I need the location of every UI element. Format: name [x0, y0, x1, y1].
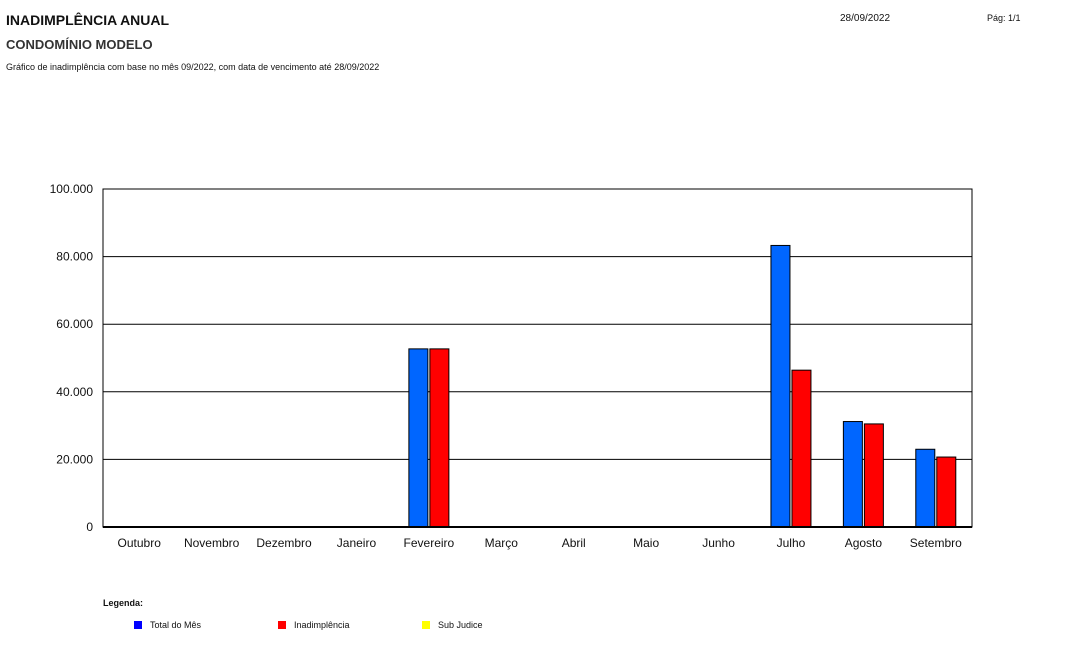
bar-inadimplencia: [936, 456, 957, 528]
bar-inadimplencia: [429, 348, 450, 528]
legend-label-total: Total do Mês: [150, 620, 202, 630]
x-tick-label: Fevereiro: [404, 536, 455, 550]
x-tick-label: Dezembro: [256, 536, 312, 550]
y-tick-label: 0: [86, 520, 93, 534]
report-title: INADIMPLÊNCIA ANUAL: [6, 12, 170, 28]
y-tick-label: 20.000: [56, 452, 93, 466]
legend-item-sub-judice: Sub Judice: [422, 620, 483, 630]
report-date: 28/09/2022: [840, 13, 891, 24]
x-tick-label: Setembro: [910, 536, 962, 550]
condominium-name: CONDOMÍNIO MODELO: [6, 37, 153, 52]
legend-item-total: Total do Mês: [134, 620, 201, 630]
x-tick-label: Julho: [777, 536, 806, 550]
legend-swatch-inadimplencia: [278, 621, 286, 629]
y-tick-label: 60.000: [56, 317, 93, 331]
plot-area: [103, 189, 972, 527]
bar-total: [915, 448, 936, 528]
bar-total: [770, 244, 791, 528]
x-tick-label: Agosto: [845, 536, 883, 550]
legend-title: Legenda:: [103, 598, 144, 608]
page-number: Pág: 1/1: [987, 13, 1021, 23]
report-description: Gráfico de inadimplência com base no mês…: [6, 62, 380, 72]
x-tick-label: Abril: [562, 536, 586, 550]
legend-swatch-total: [134, 621, 142, 629]
bar-inadimplencia: [791, 369, 812, 528]
x-tick-label: Novembro: [184, 536, 240, 550]
y-tick-label: 80.000: [56, 250, 93, 264]
x-tick-label: Maio: [633, 536, 659, 550]
x-tick-label: Março: [485, 536, 519, 550]
y-tick-label: 40.000: [56, 385, 93, 399]
legend-label-sub-judice: Sub Judice: [438, 620, 483, 630]
x-tick-label: Junho: [702, 536, 735, 550]
legend-swatch-sub-judice: [422, 621, 430, 629]
x-tick-label: Outubro: [118, 536, 162, 550]
bar-inadimplencia: [863, 423, 884, 528]
x-tick-label: Janeiro: [337, 536, 377, 550]
y-tick-label: 100.000: [50, 182, 94, 196]
legend-item-inadimplencia: Inadimplência: [278, 620, 350, 630]
bar-total: [408, 348, 429, 528]
legend-label-inadimplencia: Inadimplência: [294, 620, 350, 630]
bar-total: [842, 421, 863, 528]
